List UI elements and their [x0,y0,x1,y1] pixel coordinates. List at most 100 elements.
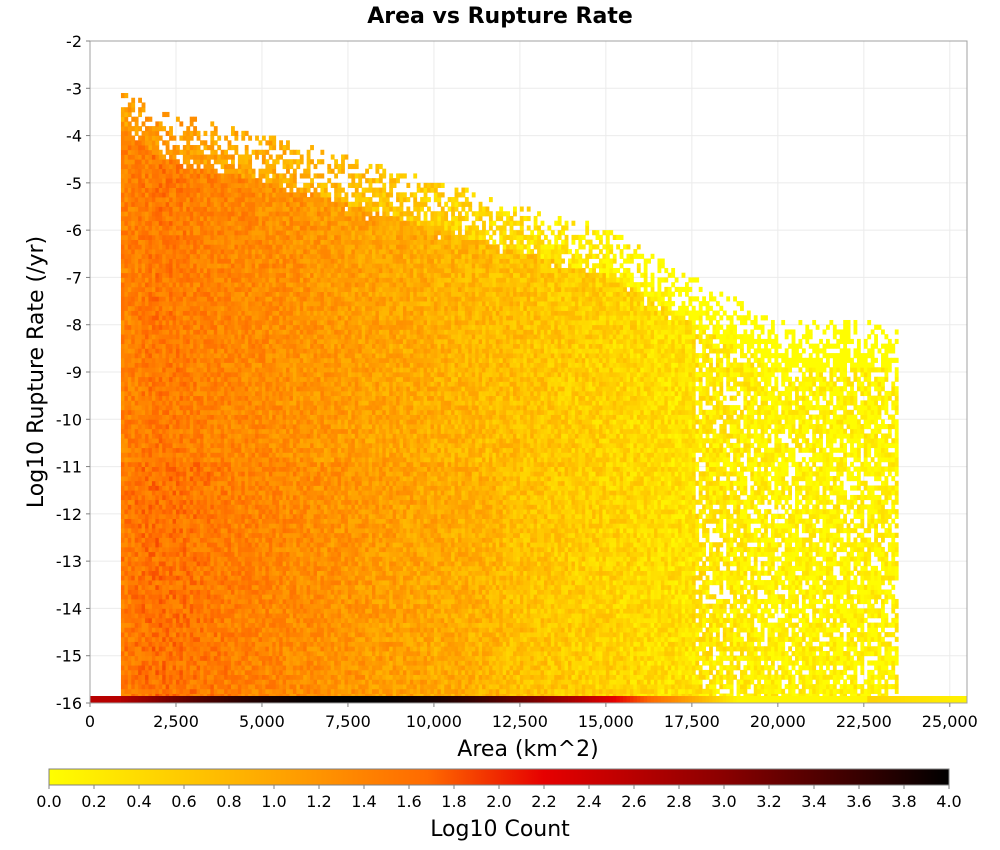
heatmap-cell [255,442,259,449]
heatmap-cell [162,343,167,349]
heatmap-cell [231,537,235,543]
heatmap-cell [162,305,167,311]
heatmap-cell [169,126,173,132]
heatmap-cell [251,594,256,600]
heatmap-cell [134,173,139,179]
heatmap-cell [151,286,156,293]
heatmap-cell [134,178,139,184]
heatmap-cell [155,594,160,600]
heatmap-cell [148,206,153,212]
heatmap-cell [251,362,256,368]
heatmap-cell [251,348,256,354]
heatmap-cell [193,442,198,449]
heatmap-cell [169,650,173,657]
heatmap-cell [148,613,153,619]
heatmap-cell [200,636,204,642]
heatmap-cell [186,154,191,160]
heatmap-cell [134,211,139,217]
heatmap-cell [151,688,156,694]
heatmap-cell [148,646,153,652]
heatmap-cell [227,220,232,226]
heatmap-cell [127,632,132,638]
heatmap-cell [224,518,228,524]
heatmap-cell [248,201,253,207]
heatmap-cell [158,632,163,638]
heatmap-cell [148,669,153,676]
heatmap-cell [175,419,180,425]
heatmap-cell [255,230,259,236]
heatmap-cell [138,688,142,694]
heatmap-cell [248,414,253,420]
heatmap-cell [158,471,163,477]
heatmap-cell [162,159,167,165]
heatmap-cell [258,461,263,467]
heatmap-cell [151,674,156,680]
heatmap-cell [127,390,132,397]
heatmap-cell [193,215,198,222]
heatmap-cell [120,201,125,207]
heatmap-cell [220,253,225,259]
heatmap-cell [172,561,177,567]
heatmap-cell [206,598,211,605]
heatmap-cell [189,343,194,349]
heatmap-cell [124,372,129,378]
heatmap-cell [200,357,204,363]
heatmap-cell [237,613,242,619]
heatmap-cell [127,684,132,690]
heatmap-cell [206,154,211,160]
heatmap-cell [210,376,215,382]
heatmap-cell [127,509,132,515]
heatmap-cell [241,249,246,255]
heatmap-cell [193,272,198,278]
heatmap-cell [134,655,139,661]
heatmap-cell [189,277,194,283]
heatmap-cell [148,556,153,562]
heatmap-cell [120,485,125,491]
heatmap-cell [182,598,187,605]
heatmap-cell [158,452,163,458]
heatmap-cell [244,197,249,203]
heatmap-cell [203,679,208,685]
heatmap-cell [251,249,256,255]
heatmap-cell [244,187,249,193]
heatmap-cell [241,376,246,382]
heatmap-cell [148,561,153,567]
heatmap-cell [148,471,153,477]
heatmap-cell [203,154,208,160]
heatmap-cell [220,343,225,349]
heatmap-cell [158,428,163,434]
heatmap-cell [217,646,222,652]
heatmap-cell [134,447,139,453]
heatmap-cell [210,424,215,430]
heatmap-cell [244,537,249,543]
heatmap-cell [172,362,177,368]
heatmap-cell [251,537,256,543]
heatmap-cell [258,660,263,666]
heatmap-cell [193,452,198,458]
heatmap-cell [124,665,129,671]
heatmap-cell [127,253,132,259]
heatmap-cell [231,419,235,425]
heatmap-cell [182,523,187,529]
heatmap-cell [210,537,215,543]
heatmap-cell [158,570,163,576]
heatmap-cell [227,665,232,671]
heatmap-cell [141,107,146,113]
heatmap-cell [210,182,215,188]
heatmap-cell [224,168,228,174]
heatmap-cell [206,239,211,245]
heatmap-cell [151,509,156,515]
heatmap-cell [237,565,242,571]
heatmap-cell [258,329,263,335]
heatmap-cell [120,608,125,614]
heatmap-cell [131,490,136,496]
heatmap-cell [169,201,173,207]
heatmap-cell [237,528,242,534]
heatmap-cell [162,556,167,562]
heatmap-cell [131,584,136,590]
heatmap-cell [244,192,249,198]
heatmap-cell [124,130,129,136]
heatmap-cell [145,561,149,567]
heatmap-cell [189,130,194,136]
heatmap-cell [261,400,266,406]
